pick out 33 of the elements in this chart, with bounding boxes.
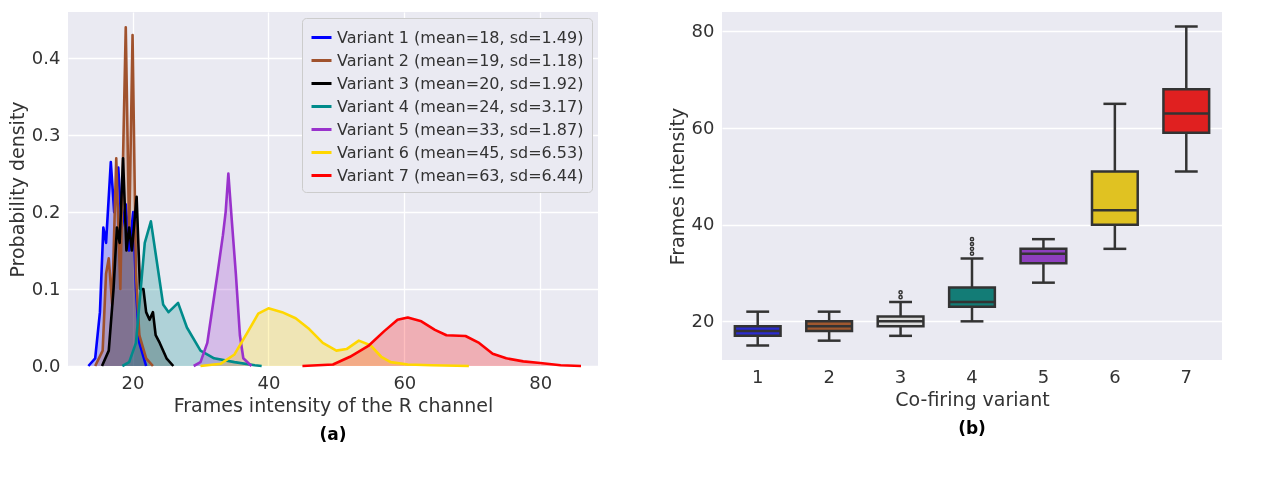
x-tick-label: 4 xyxy=(966,365,978,387)
x-tick-label: 2 xyxy=(823,365,835,387)
y-tick-label: 20 xyxy=(691,309,715,331)
x-axis-title: Co-firing variant xyxy=(895,387,1050,410)
y-axis-title: Frames intensity xyxy=(665,107,688,266)
x-tick-label: 20 xyxy=(121,371,145,393)
legend-label: Variant 2 (mean=19, sd=1.18) xyxy=(337,50,584,70)
legend-label: Variant 6 (mean=45, sd=6.53) xyxy=(337,142,584,162)
x-tick-label: 3 xyxy=(894,365,907,387)
legend-label: Variant 7 (mean=63, sd=6.44) xyxy=(337,165,584,185)
x-tick-label: 80 xyxy=(529,371,553,393)
y-tick-label: 0.4 xyxy=(31,46,61,68)
text: (b) xyxy=(958,418,986,438)
x-tick-label: 1 xyxy=(751,365,764,387)
y-tick-label: 80 xyxy=(691,19,715,41)
text: (a) xyxy=(319,424,347,444)
y-tick-label: 0.0 xyxy=(31,354,61,376)
x-tick-label: 40 xyxy=(257,371,281,393)
x-tick-label: 5 xyxy=(1037,365,1050,387)
y-tick-label: 0.2 xyxy=(31,200,61,222)
x-tick-label: 60 xyxy=(393,371,417,393)
y-tick-label: 40 xyxy=(691,213,715,235)
y-tick-label: 0.1 xyxy=(31,277,61,299)
y-tick-label: 60 xyxy=(691,116,715,138)
legend-label: Variant 3 (mean=20, sd=1.92) xyxy=(337,73,584,93)
y-tick-label: 0.3 xyxy=(31,123,61,145)
x-tick-label: 7 xyxy=(1180,365,1193,387)
x-axis-title: Frames intensity of the R channel xyxy=(173,393,494,416)
x-tick-label: 6 xyxy=(1109,365,1121,387)
y-axis-title: Probability density xyxy=(5,101,28,278)
legend-label: Variant 5 (mean=33, sd=1.87) xyxy=(337,119,584,139)
legend-label: Variant 1 (mean=18, sd=1.49) xyxy=(337,27,584,47)
legend-label: Variant 4 (mean=24, sd=3.17) xyxy=(337,96,584,116)
